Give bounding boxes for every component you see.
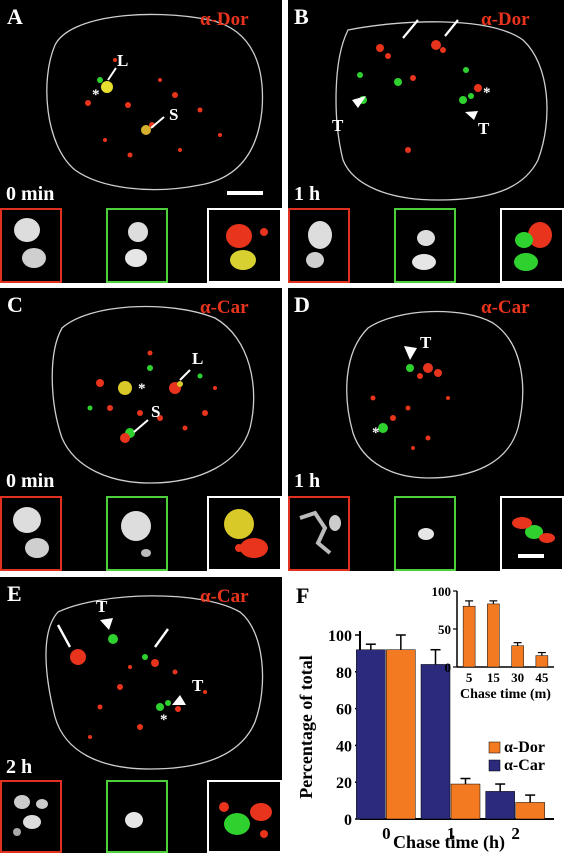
main-bar-dor [450,783,481,820]
main-bar-dor [386,649,416,820]
main-y-tick-label: 0 [344,812,352,829]
panel-c-inset-red [0,496,62,571]
legend-label-car: α-Car [504,757,545,774]
main-bar-car [356,649,386,820]
panel-d: D α-Car T * 1 h [288,288,564,571]
panel-b-inset-merge [500,208,564,283]
panel-d-inset-green [394,496,456,571]
main-x-tick-label: 0 [382,824,391,843]
panel-e-inset-red [0,780,62,853]
panel-c-label-s: S [151,402,161,421]
legend-label-dor: α-Dor [504,739,545,756]
inset-y-tick-label: 100 [432,584,452,599]
panel-b-inset-green [394,208,456,283]
panel-d-letter: D [294,292,310,317]
panel-d-scale-bar [518,554,544,558]
panel-c-inset-merge [207,496,282,571]
panel-f-letter: F [296,583,309,608]
main-x-tick-label: 1 [447,824,456,843]
legend-swatch-dor [488,741,501,754]
panel-b-time: 1 h [294,183,321,205]
panel-e-label-t2: T [192,676,204,695]
panel-b-letter: B [294,4,309,29]
main-y-tick-label: 20 [336,775,352,792]
panel-c-inset-green [106,496,168,571]
main-y-tick-label: 100 [328,628,352,645]
panel-a-inset-merge [207,208,282,283]
panel-d-star: * [372,425,380,441]
panel-a-letter: A [7,4,23,29]
panel-d-antibody: α-Car [481,297,530,318]
inset-y-tick-label: 0 [445,660,452,675]
panel-a-micrograph [0,0,282,207]
panel-d-time: 1 h [294,470,321,492]
panel-a-antibody: α-Dor [200,9,249,30]
main-y-tick-label: 60 [336,702,352,719]
panel-d-inset-merge [500,496,564,571]
panel-c-letter: C [7,292,23,317]
panel-b-antibody: α-Dor [481,9,530,30]
panel-b-inset-red [288,208,350,283]
inset-bar [511,645,524,668]
panel-a-scale-bar [227,191,263,195]
main-y-tick-label: 40 [336,738,352,755]
panel-e-time: 2 h [6,756,33,778]
panel-b-micrograph [288,0,564,207]
inset-x-label: Chase time (m) [460,687,551,702]
main-bar-car [485,791,515,820]
panel-b-star: * [483,85,491,101]
inset-bar [535,655,549,668]
panel-a-label-l: L [117,51,129,70]
panel-a-label-s: S [169,105,179,124]
panel-f-chart: F 0 20 40 60 80 100 Percentage of total 0 1 2 Chase… [292,577,564,853]
panel-b-label-t1: T [332,116,344,135]
panel-a-inset-green [106,208,168,283]
main-x-label: Chase time (h) [393,832,505,853]
inset-y-tick-label: 50 [438,622,451,637]
inset-x-tick-label: 15 [487,670,501,685]
panel-d-micrograph [288,288,564,495]
main-bar-dor [515,802,545,820]
panel-e-label-t1: T [96,597,108,616]
panel-a: A α-Dor L S * 0 min [0,0,282,283]
panel-f-chart-svg: F 0 20 40 60 80 100 Percentage of total 0 1 2 Chase… [296,583,554,853]
panel-e: E α-Car T T * 2 h [0,577,282,853]
panel-e-micrograph [0,577,282,779]
panel-c-star: * [138,381,146,397]
panel-a-time: 0 min [6,183,55,205]
legend-swatch-car [488,759,501,772]
panel-c-micrograph [0,288,282,495]
panel-c-antibody: α-Car [200,297,249,318]
main-x-tick-label: 2 [511,824,520,843]
panel-e-letter: E [7,581,22,606]
panel-b: B α-Dor T T * 1 h [288,0,564,283]
panel-e-antibody: α-Car [200,586,249,607]
panel-e-inset-merge [207,780,282,853]
main-y-tick-label: 80 [336,665,352,682]
main-y-label: Percentage of total [296,655,316,799]
panel-d-inset-red [288,496,350,571]
panel-b-label-t2: T [478,119,490,138]
panel-a-star: * [92,87,100,103]
inset-x-tick-label: 45 [535,670,549,685]
inset-bar [462,605,476,668]
main-bar-car [420,664,451,820]
panel-d-label-t: T [420,333,432,352]
inset-bar [487,603,500,668]
inset-x-tick-label: 30 [511,670,524,685]
panel-c-time: 0 min [6,470,55,492]
panel-e-inset-green [106,780,168,853]
panel-a-inset-red [0,208,62,283]
inset-x-tick-label: 5 [466,670,473,685]
panel-e-star: * [160,712,168,728]
panel-c-label-l: L [192,349,204,368]
panel-c: C α-Car L S * 0 min [0,288,282,571]
